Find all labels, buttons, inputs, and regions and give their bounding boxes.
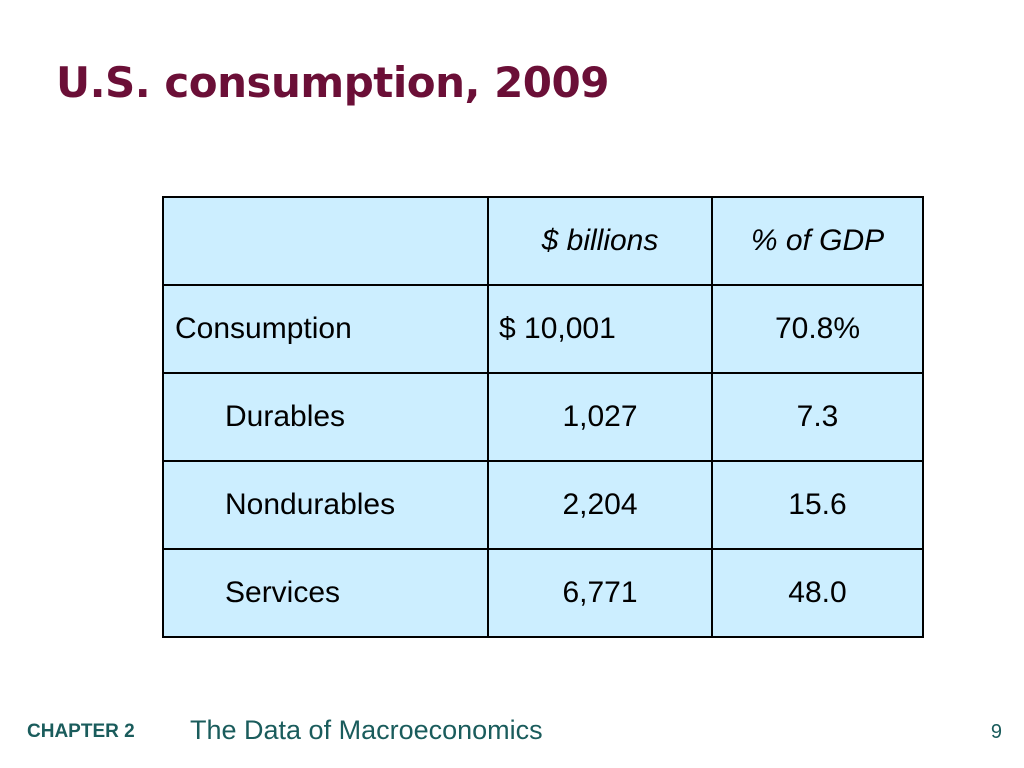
footer-book-title: The Data of Macroeconomics	[190, 715, 543, 745]
consumption-table: $ billions % of GDP Consumption $ 10,001…	[162, 196, 924, 638]
table-row: Nondurables 2,204 15.6	[162, 460, 924, 550]
row-pct-gdp: 7.3	[711, 372, 924, 462]
header-empty-cell	[162, 196, 489, 286]
header-pct-gdp: % of GDP	[711, 196, 924, 286]
footer-chapter-label: CHAPTER 2	[27, 721, 135, 742]
row-billions: 2,204	[487, 460, 713, 550]
row-label: Durables	[162, 372, 489, 462]
row-pct-gdp: 15.6	[711, 460, 924, 550]
row-pct-gdp: 48.0	[711, 548, 924, 638]
row-label: Nondurables	[162, 460, 489, 550]
table-row: Consumption $ 10,001 70.8%	[162, 284, 924, 374]
row-pct-gdp: 70.8%	[711, 284, 924, 374]
page-number: 9	[990, 721, 1002, 743]
row-billions: $ 10,001	[487, 284, 713, 374]
table-header-row: $ billions % of GDP	[162, 196, 924, 286]
slide-title: U.S. consumption, 2009	[56, 58, 609, 107]
header-billions: $ billions	[487, 196, 713, 286]
table-row: Durables 1,027 7.3	[162, 372, 924, 462]
row-label: Services	[162, 548, 489, 638]
row-billions: 6,771	[487, 548, 713, 638]
table-row: Services 6,771 48.0	[162, 548, 924, 638]
row-billions: 1,027	[487, 372, 713, 462]
row-label: Consumption	[162, 284, 489, 374]
